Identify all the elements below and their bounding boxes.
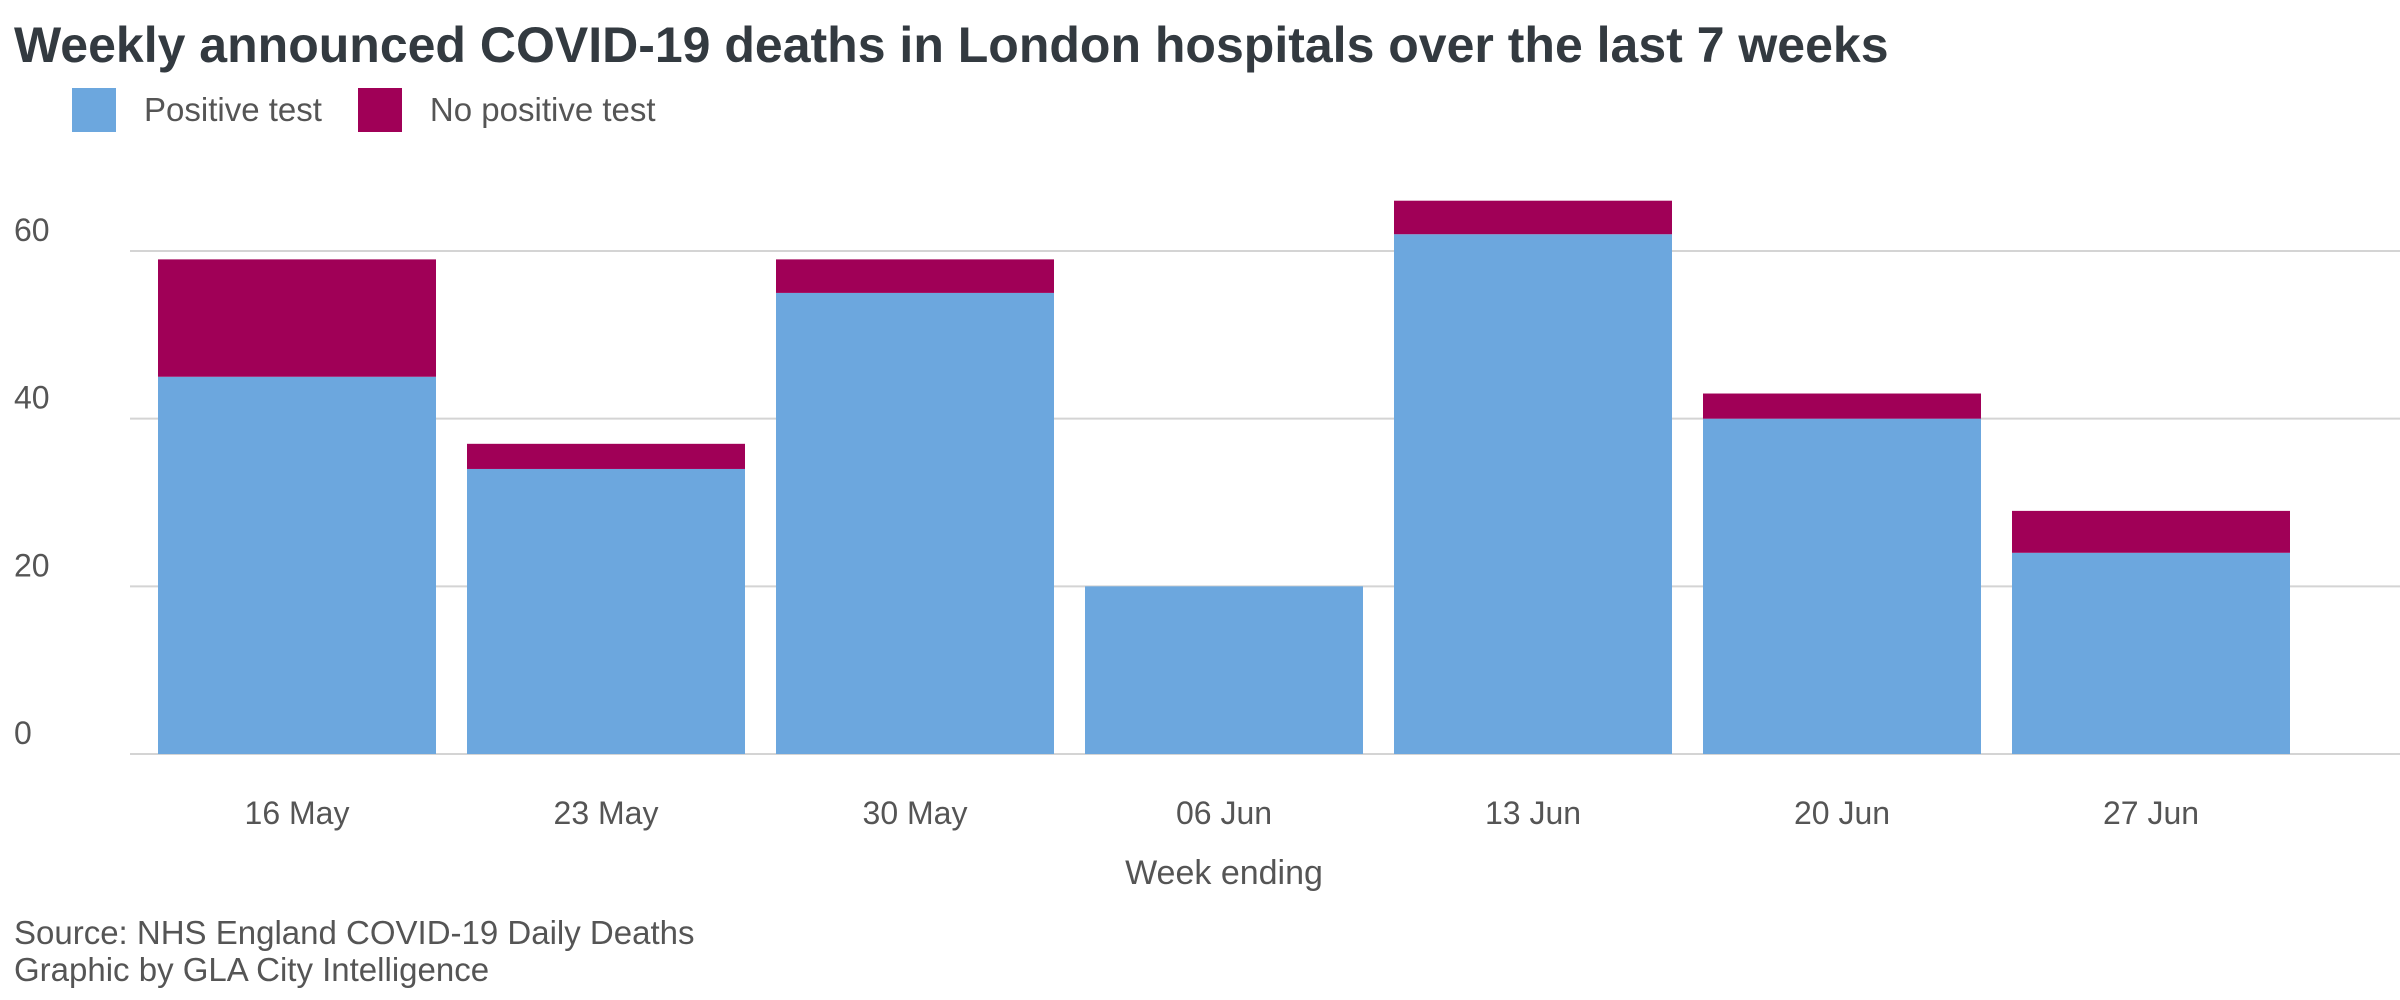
bar-positive-test-1[interactable] <box>467 468 745 754</box>
bar-no-positive-test-6[interactable] <box>2012 510 2290 553</box>
legend-item-no-positive-test[interactable]: No positive test <box>357 88 656 132</box>
bar-no-positive-test-5[interactable] <box>1703 393 1981 419</box>
bar-no-positive-test-4[interactable] <box>1394 200 1672 235</box>
x-axis-ticks: 16 May 23 May 30 May 06 Jun 13 Jun 20 Jun 27 J… <box>245 795 2200 831</box>
x-tick-label: 30 May <box>863 795 968 831</box>
credit-text: Graphic by GLA City Intelligence <box>14 951 490 988</box>
x-axis-label: Week ending <box>1125 854 1323 892</box>
legend: Positive test No positive test <box>72 88 692 132</box>
bar-positive-test-4[interactable] <box>1394 234 1672 754</box>
chart-title: Weekly announced COVID-19 deaths in Lond… <box>14 17 1889 73</box>
y-tick-label: 20 <box>14 547 50 583</box>
legend-swatch-no-positive-test <box>357 88 402 132</box>
bar-no-positive-test-1[interactable] <box>467 443 745 469</box>
x-tick-label: 16 May <box>245 795 350 831</box>
bar-positive-test-0[interactable] <box>158 376 436 754</box>
bar-no-positive-test-2[interactable] <box>776 259 1054 293</box>
x-tick-label: 06 Jun <box>1176 795 1272 831</box>
x-tick-label: 27 Jun <box>2103 795 2199 831</box>
bars <box>158 200 2290 754</box>
y-tick-label: 60 <box>14 212 50 248</box>
bar-positive-test-2[interactable] <box>776 292 1054 754</box>
bar-positive-test-5[interactable] <box>1703 418 1981 754</box>
legend-item-positive-test[interactable]: Positive test <box>72 88 322 132</box>
legend-label-positive-test: Positive test <box>144 91 322 128</box>
y-tick-label: 40 <box>14 380 50 416</box>
x-tick-label: 20 Jun <box>1794 795 1890 831</box>
y-tick-label: 0 <box>14 715 32 751</box>
bar-positive-test-6[interactable] <box>2012 552 2290 754</box>
x-tick-label: 23 May <box>554 795 659 831</box>
legend-label-no-positive-test: No positive test <box>429 91 656 128</box>
x-tick-label: 13 Jun <box>1485 795 1581 831</box>
source-note: Source: NHS England COVID-19 Daily Death… <box>14 914 694 988</box>
bar-no-positive-test-0[interactable] <box>158 259 436 377</box>
legend-swatch-positive-test <box>72 88 116 132</box>
bar-positive-test-3[interactable] <box>1085 586 1363 754</box>
source-text: Source: NHS England COVID-19 Daily Death… <box>14 914 695 951</box>
y-axis-ticks: 0 20 40 60 <box>14 212 50 751</box>
